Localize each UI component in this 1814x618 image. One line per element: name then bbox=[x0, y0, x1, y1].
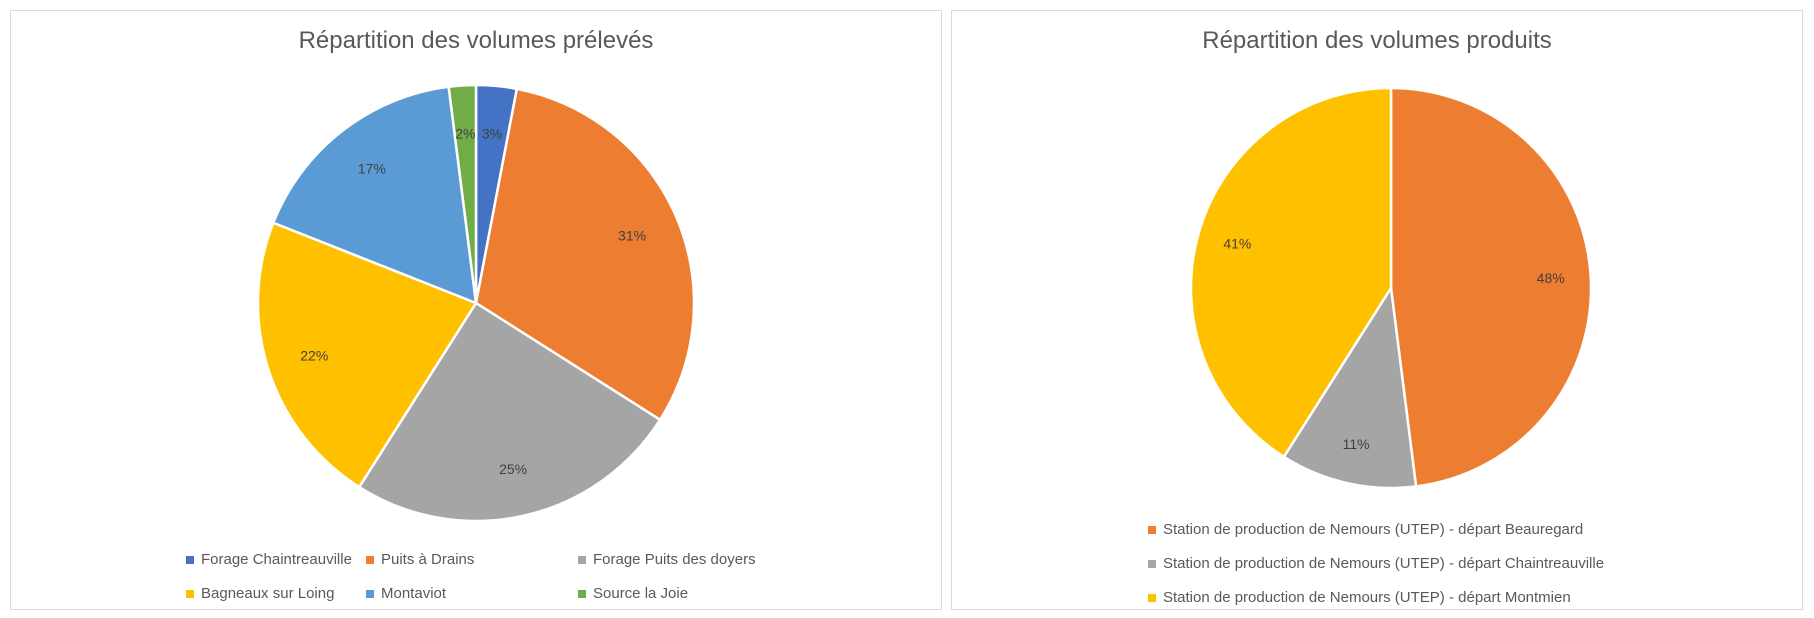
pie-slice-bagneaux-sur-loing bbox=[256, 221, 478, 489]
data-label-forage-puits-des-doyers: 25% bbox=[499, 461, 527, 477]
pie-chart: 3% 31% 25% 22% 17% 2% bbox=[256, 83, 696, 523]
legend-label: Forage Chaintreauville bbox=[201, 551, 352, 568]
pie-slice-station-de-production-de-nemours-utep-depart-beauregard bbox=[1389, 86, 1593, 488]
legend-item-forage-puits-des-doyers: Forage Puits des doyers bbox=[578, 551, 756, 568]
data-label-montaviot: 17% bbox=[358, 161, 386, 177]
data-label-station-de-production-de-nemours-utep-depart-chaintreauville: 11% bbox=[1343, 436, 1370, 452]
data-label-station-de-production-de-nemours-utep-depart-montmien: 41% bbox=[1223, 235, 1251, 251]
chart-title: Répartition des volumes prélevés bbox=[298, 27, 654, 54]
legend-swatch bbox=[578, 589, 586, 598]
legend-label: Station de production de Nemours (UTEP) … bbox=[1163, 521, 1584, 538]
data-label-forage-chaintreauville: 3% bbox=[482, 126, 502, 142]
legend-item-forage-chaintreauville: Forage Chaintreauville bbox=[186, 551, 352, 568]
legend-item-station-de-production-de-nemours-utep-depart-chaintreauville: Station de production de Nemours (UTEP) … bbox=[1148, 555, 1604, 572]
data-label-source-la-joie: 2% bbox=[455, 125, 475, 141]
legend-label: Bagneaux sur Loing bbox=[201, 585, 335, 602]
chart-prelevements: Répartition des volumes prélevés 3% 31% 25… bbox=[10, 10, 942, 610]
legend-item-montaviot: Montaviot bbox=[366, 585, 446, 602]
pie-slice-source-la-joie bbox=[447, 83, 478, 305]
pie-chart: 48% 11% 41% bbox=[1189, 86, 1593, 490]
chart-title: Répartition des volumes produits bbox=[1202, 27, 1552, 54]
legend-item-bagneaux-sur-loing: Bagneaux sur Loing bbox=[186, 585, 334, 602]
legend-swatch bbox=[1148, 525, 1156, 534]
pie-slice-montaviot bbox=[272, 85, 478, 305]
legend-swatch bbox=[1148, 559, 1156, 568]
legend-label: Station de production de Nemours (UTEP) … bbox=[1163, 589, 1571, 606]
pie-slice-forage-puits-des-doyers bbox=[357, 301, 662, 523]
chart-production: Répartition des volumes produits 48% 11% 4… bbox=[951, 10, 1803, 610]
legend-label: Forage Puits des doyers bbox=[593, 551, 756, 568]
legend-label: Station de production de Nemours (UTEP) … bbox=[1163, 555, 1605, 572]
legend-swatch bbox=[366, 589, 374, 598]
legend-item-puits-a-drains: Puits à Drains bbox=[366, 551, 474, 568]
pie-slice-station-de-production-de-nemours-utep-depart-chaintreauville bbox=[1282, 286, 1418, 490]
legend-label: Montaviot bbox=[381, 585, 447, 602]
legend-item-station-de-production-de-nemours-utep-depart-montmien: Station de production de Nemours (UTEP) … bbox=[1148, 589, 1571, 606]
pie-slice-station-de-production-de-nemours-utep-depart-montmien bbox=[1189, 86, 1393, 459]
data-label-puits-a-drains: 31% bbox=[618, 227, 646, 243]
legend-swatch bbox=[1148, 593, 1156, 602]
legend-swatch bbox=[186, 589, 194, 598]
legend-swatch bbox=[366, 555, 374, 564]
legend-label: Source la Joie bbox=[593, 585, 689, 602]
data-label-bagneaux-sur-loing: 22% bbox=[300, 348, 328, 364]
legend-item-station-de-production-de-nemours-utep-depart-beauregard: Station de production de Nemours (UTEP) … bbox=[1148, 521, 1583, 538]
legend-swatch bbox=[186, 555, 194, 564]
legend-item-source-la-joie: Source la Joie bbox=[578, 585, 688, 602]
data-label-station-de-production-de-nemours-utep-depart-beauregard: 48% bbox=[1537, 270, 1565, 286]
legend-label: Puits à Drains bbox=[381, 551, 475, 568]
legend-swatch bbox=[578, 555, 586, 564]
